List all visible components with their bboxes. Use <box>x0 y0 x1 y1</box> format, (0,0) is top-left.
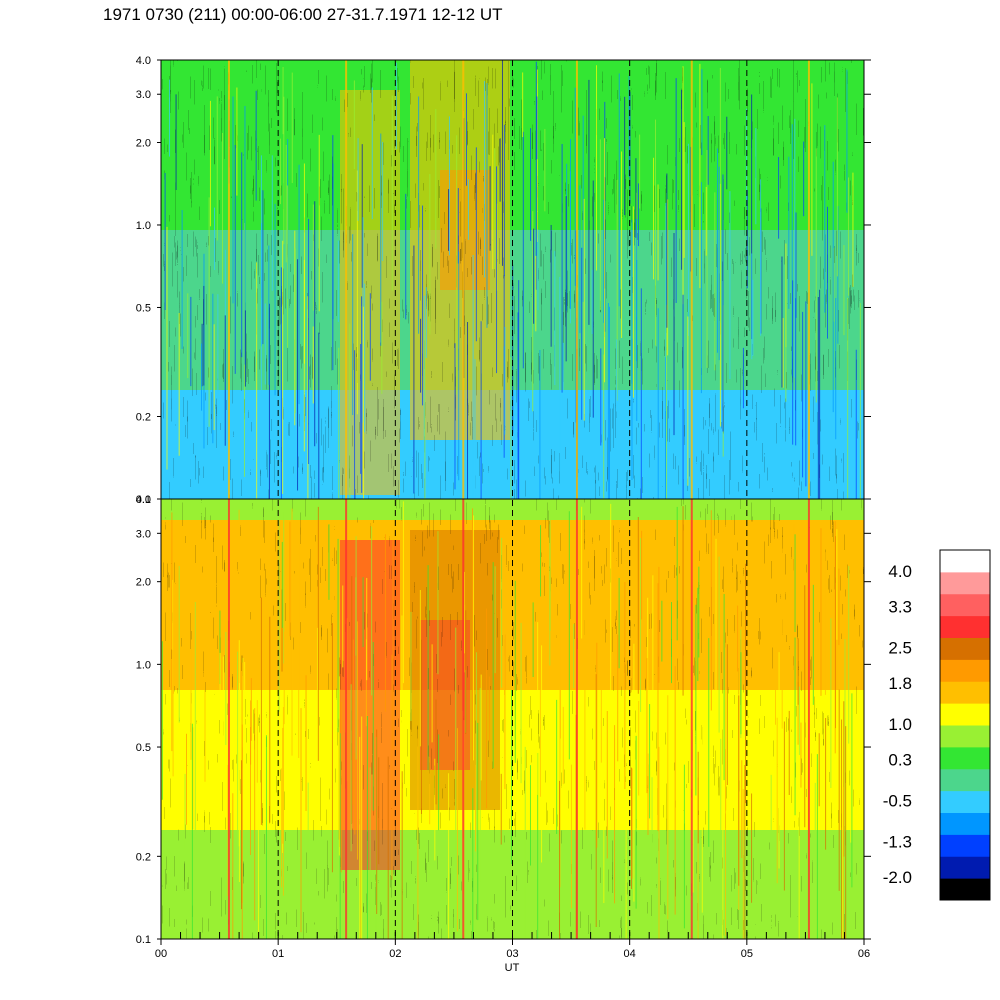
colorbar-label: 1.0 <box>888 715 912 734</box>
colorbar-frame <box>939 549 991 901</box>
colorbar-label: 4.0 <box>888 562 912 581</box>
colorbar-swatch <box>940 703 990 726</box>
colorbar-label: 0.3 <box>888 751 912 770</box>
colorbar-label: -1.3 <box>883 832 912 851</box>
x-tick-label: 04 <box>624 948 636 960</box>
y-tick-label: 0.2 <box>136 412 151 424</box>
colorbar-swatch <box>940 878 990 901</box>
colorbar-swatch <box>940 812 990 835</box>
x-tick-label: 05 <box>741 948 753 960</box>
colorbar-swatch <box>940 725 990 748</box>
y-tick-label: 3.0 <box>136 528 151 540</box>
x-tick-label: 00 <box>155 948 167 960</box>
colorbar-label: 2.5 <box>888 638 912 657</box>
colorbar: 4.0 3.3 2.5 1.8 1.0 0.3 -0.5 -1.3 -2.0 <box>883 549 991 901</box>
colorbar-swatch <box>940 856 990 879</box>
colorbar-swatch <box>940 768 990 792</box>
colorbar-swatch <box>940 615 990 638</box>
y-tick-label: 4.0 <box>136 494 151 506</box>
colorbar-label: -2.0 <box>883 868 912 887</box>
colorbar-label: -0.5 <box>883 792 912 811</box>
y-tick-label: 1.0 <box>136 659 151 671</box>
y-tick-label: 4.0 <box>136 55 151 67</box>
y-tick-label: 2.0 <box>136 137 151 149</box>
colorbar-swatch <box>940 790 990 813</box>
colorbar-label: 1.8 <box>888 674 912 693</box>
colorbar-swatch <box>940 550 990 573</box>
colorbar-swatch <box>940 571 990 595</box>
x-axis-label: UT <box>505 962 520 974</box>
colorbar-swatch <box>940 593 990 617</box>
colorbar-swatch <box>940 681 990 704</box>
y-tick-label: 2.0 <box>136 577 151 589</box>
colorbar-swatch <box>940 746 990 770</box>
colorbar-swatch <box>940 834 990 857</box>
y-tick-label: 1.0 <box>136 220 151 232</box>
x-tick-label: 02 <box>389 948 401 960</box>
chart-title: 1971 0730 (211) 00:00-06:00 27-31.7.1971… <box>103 5 503 24</box>
y-tick-label: 0.1 <box>136 494 151 506</box>
y-tick-label: 0.1 <box>136 934 151 946</box>
y-tick-label: 3.0 <box>136 89 151 101</box>
x-tick-label: 03 <box>506 948 518 960</box>
y-tick-label: 0.5 <box>136 742 151 754</box>
y-axis: 0.10.20.51.02.03.04.00.10.20.51.02.03.04… <box>136 55 871 946</box>
x-tick-label: 06 <box>858 948 870 960</box>
y-tick-label: 0.2 <box>136 851 151 863</box>
x-axis: 00 01 02 03 04 05 06 <box>155 932 870 960</box>
x-tick-label: 01 <box>272 948 284 960</box>
colorbar-label: 3.3 <box>888 598 912 617</box>
y-tick-label: 0.5 <box>136 302 151 314</box>
colorbar-swatch <box>940 637 990 660</box>
colorbar-swatch <box>940 659 990 682</box>
hour-gridlines <box>277 60 748 939</box>
